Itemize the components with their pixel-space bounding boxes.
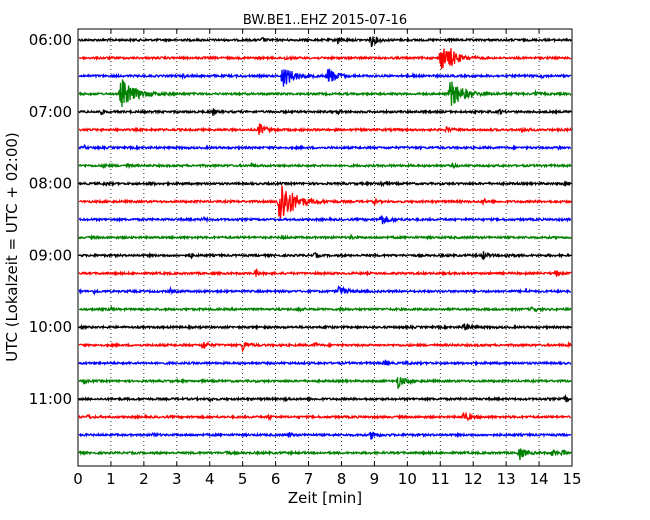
trace-row bbox=[78, 340, 572, 354]
trace-row bbox=[78, 161, 572, 170]
x-tick-label: 0 bbox=[73, 470, 83, 488]
trace-row bbox=[78, 305, 572, 314]
x-tick-label: 8 bbox=[337, 470, 347, 488]
trace-row bbox=[78, 322, 572, 331]
y-tick-label: 09:00 bbox=[29, 246, 72, 264]
traces bbox=[78, 36, 572, 461]
x-tick-label: 15 bbox=[562, 470, 581, 488]
y-axis-ticks: 06:00 07:00 08:00 09:00 10:00 11:00 bbox=[29, 31, 572, 408]
trace-row bbox=[78, 215, 572, 225]
vertical-grid bbox=[110, 29, 540, 466]
x-axis-label: Zeit [min] bbox=[288, 489, 362, 507]
trace-row bbox=[78, 108, 572, 117]
trace-row bbox=[78, 48, 572, 70]
x-tick-label: 12 bbox=[464, 470, 483, 488]
x-axis-ticks: 0 1 2 3 4 5 6 7 8 9 10 11 12 13 14 15 bbox=[73, 29, 582, 488]
trace-row bbox=[78, 431, 572, 440]
trace-row bbox=[78, 185, 572, 219]
x-tick-label: 7 bbox=[304, 470, 314, 488]
y-tick-label: 11:00 bbox=[29, 390, 72, 408]
y-tick-label: 06:00 bbox=[29, 31, 72, 49]
trace-row bbox=[78, 36, 572, 48]
trace-row bbox=[78, 377, 572, 389]
x-tick-label: 10 bbox=[398, 470, 417, 488]
y-tick-label: 10:00 bbox=[29, 318, 72, 336]
x-tick-label: 1 bbox=[106, 470, 116, 488]
trace-row bbox=[78, 285, 572, 296]
trace-row bbox=[78, 180, 572, 188]
trace-row bbox=[78, 143, 572, 152]
trace-row bbox=[78, 267, 572, 278]
trace-row bbox=[78, 233, 572, 241]
x-tick-label: 11 bbox=[431, 470, 450, 488]
x-tick-label: 14 bbox=[530, 470, 549, 488]
plot-frame bbox=[77, 28, 573, 467]
x-tick-label: 9 bbox=[370, 470, 380, 488]
chart-title: BW.BE1..EHZ 2015-07-16 bbox=[243, 13, 407, 28]
x-tick-label: 6 bbox=[271, 470, 281, 488]
trace-row bbox=[78, 393, 572, 404]
trace-row bbox=[78, 411, 572, 422]
y-axis-label: UTC (Lokalzeit = UTC + 02:00) bbox=[3, 132, 21, 362]
trace-row bbox=[78, 448, 572, 461]
trace-row bbox=[78, 359, 572, 367]
y-tick-label: 08:00 bbox=[29, 175, 72, 193]
x-tick-label: 5 bbox=[238, 470, 248, 488]
trace-row bbox=[78, 79, 572, 108]
trace-row bbox=[78, 68, 572, 87]
x-tick-label: 13 bbox=[497, 470, 516, 488]
y-tick-label: 07:00 bbox=[29, 103, 72, 121]
trace-row bbox=[78, 251, 572, 261]
x-tick-label: 4 bbox=[205, 470, 215, 488]
x-tick-label: 2 bbox=[139, 470, 149, 488]
trace-row bbox=[78, 123, 572, 135]
x-tick-label: 3 bbox=[172, 470, 182, 488]
